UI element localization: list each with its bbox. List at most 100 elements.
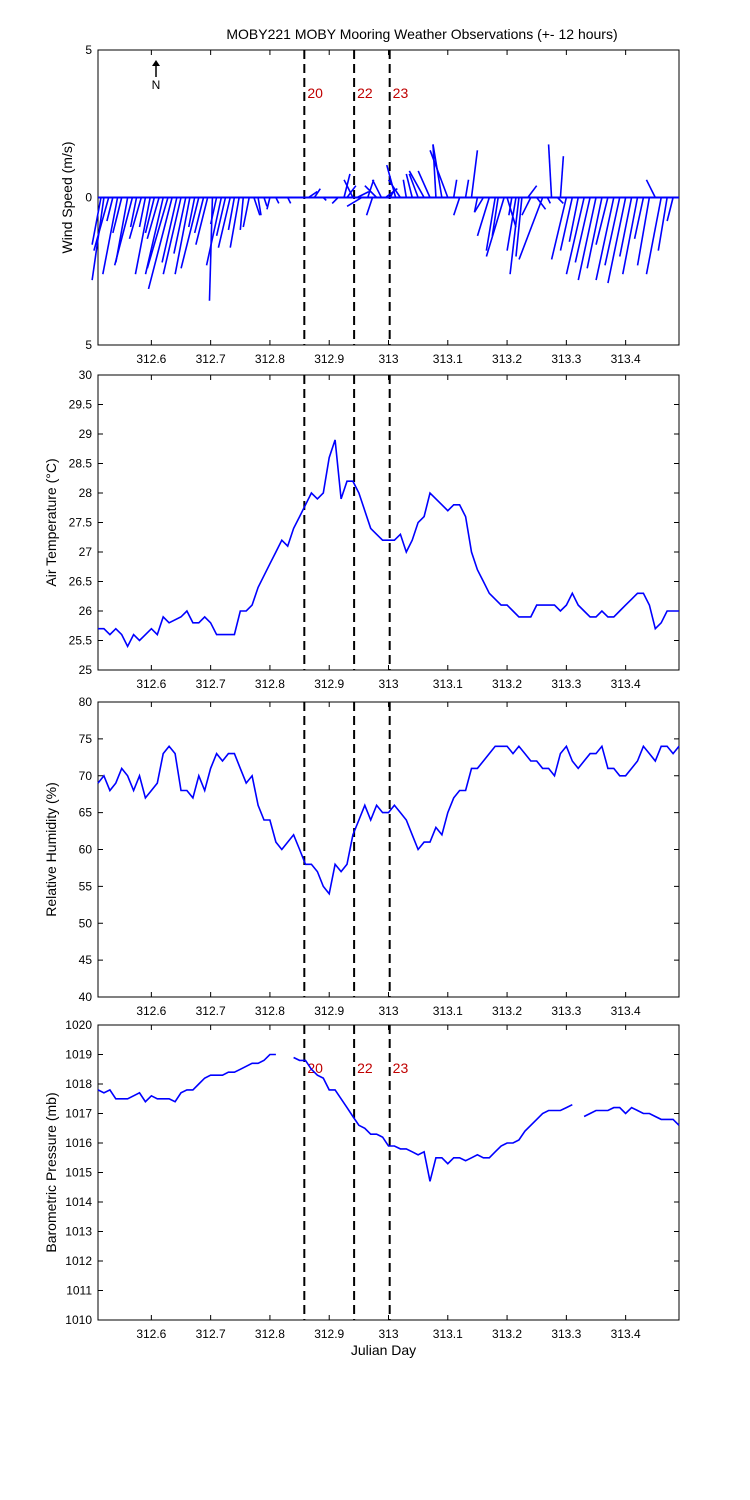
wind-vector (547, 144, 553, 198)
wind-vector (559, 156, 565, 198)
plot-frame (97, 1024, 680, 1321)
plot-frame (97, 374, 680, 671)
wind-vector (574, 197, 591, 263)
wind-vector (604, 197, 621, 266)
north-arrow-head-icon (152, 60, 160, 66)
wind-vector (473, 197, 479, 213)
y-tick-label: 1012 (65, 1254, 92, 1268)
wind-vector (387, 179, 402, 198)
x-tick-label: 313 (378, 677, 398, 691)
wind-vector (506, 197, 517, 228)
y-tick-label: 29.5 (69, 398, 93, 412)
y-tick-label: 30 (79, 368, 93, 382)
x-tick-label: 312.6 (136, 1004, 166, 1018)
x-tick-label: 312.9 (314, 677, 344, 691)
wind-vector (577, 197, 597, 281)
y-axis-label: Air Temperature (°C) (43, 458, 59, 586)
x-tick-label: 313.4 (611, 677, 641, 691)
wind-vector (657, 197, 668, 251)
wind-vector (371, 179, 383, 198)
x-tick-label: 313 (378, 1004, 398, 1018)
wind-vector (595, 197, 609, 245)
y-tick-label: 1014 (65, 1195, 92, 1209)
x-tick-label: 312.8 (255, 352, 285, 366)
x-tick-label: 313.2 (492, 1004, 522, 1018)
x-tick-label: 312.8 (255, 1327, 285, 1341)
wind-vector (229, 197, 240, 248)
marker-label: 20 (307, 1060, 323, 1076)
wind-vector (515, 197, 523, 257)
wind-vector (491, 197, 499, 236)
y-tick-label: 70 (79, 769, 93, 783)
x-tick-label: 313.3 (551, 677, 581, 691)
y-tick-label: 50 (79, 916, 93, 930)
x-tick-label: 312.9 (314, 1004, 344, 1018)
wind-vector (366, 179, 375, 198)
y-tick-label: 1015 (65, 1166, 92, 1180)
wind-vector (227, 197, 236, 231)
y-tick-label: 27 (79, 545, 93, 559)
wind-vector (556, 196, 564, 204)
x-tick-label: 313.4 (611, 1004, 641, 1018)
wind-vector (275, 197, 280, 204)
wind-vector (144, 197, 156, 234)
wind-vector (417, 170, 431, 198)
wind-vector (527, 185, 538, 198)
x-tick-label: 313 (378, 352, 398, 366)
wind-vector (618, 197, 633, 257)
wind-vector (205, 197, 223, 266)
marker-label: 22 (357, 85, 373, 101)
wind-vector (607, 197, 627, 284)
wind-vector (173, 197, 187, 254)
wind-vector (144, 197, 164, 275)
y-tick-label: 29 (79, 427, 93, 441)
marker-label: 23 (393, 1060, 409, 1076)
wind-vector (565, 197, 585, 275)
series-line (98, 439, 679, 649)
wind-vector (452, 197, 461, 216)
x-tick-label: 313.3 (551, 352, 581, 366)
wind-vector (485, 197, 497, 251)
wind-vector (112, 197, 123, 234)
wind-vector (253, 197, 261, 216)
wind-vector (91, 197, 102, 245)
y-tick-label: 1010 (65, 1313, 92, 1327)
y-tick-label: 25 (79, 663, 93, 677)
y-tick-label: 65 (79, 806, 93, 820)
x-tick-label: 312.8 (255, 1004, 285, 1018)
y-tick-label: 26.5 (69, 575, 93, 589)
wind-vector (452, 179, 458, 198)
x-tick-label: 312.9 (314, 352, 344, 366)
wind-vector (405, 173, 413, 198)
x-tick-label: 313.1 (433, 1327, 463, 1341)
y-tick-label: 80 (79, 695, 93, 709)
x-tick-label: 313.3 (551, 1327, 581, 1341)
wind-vector (402, 179, 408, 198)
wind-vector (408, 170, 425, 198)
y-tick-label: 1017 (65, 1107, 92, 1121)
chart-title: MOBY221 MOBY Mooring Weather Observation… (226, 26, 617, 42)
wind-vector (162, 197, 182, 275)
y-tick-label: 45 (79, 953, 93, 967)
wind-vector (215, 197, 227, 237)
wind-vector (263, 197, 268, 207)
wind-vector (187, 197, 196, 228)
wind-vector (129, 197, 138, 228)
x-tick-label: 313.4 (611, 1327, 641, 1341)
series-line (97, 1053, 276, 1103)
wind-vector (595, 197, 615, 281)
wind-vector (473, 197, 485, 213)
wind-vector (174, 197, 191, 275)
wind-vector (343, 179, 354, 198)
wind-vector (666, 197, 674, 222)
panel-1: 312.6 312.7 312.8 312.9 313 313.1 313.2 313.3 31… (59, 43, 680, 366)
wind-vector (138, 197, 147, 228)
x-tick-label: 313.1 (433, 677, 463, 691)
wind-vector (506, 197, 517, 251)
wind-vector (193, 197, 205, 234)
y-tick-label: 1013 (65, 1225, 92, 1239)
wind-vector (408, 173, 419, 198)
y-axis-label: Relative Humidity (%) (43, 782, 59, 917)
wind-vector (331, 196, 339, 204)
wind-vector (146, 197, 169, 269)
